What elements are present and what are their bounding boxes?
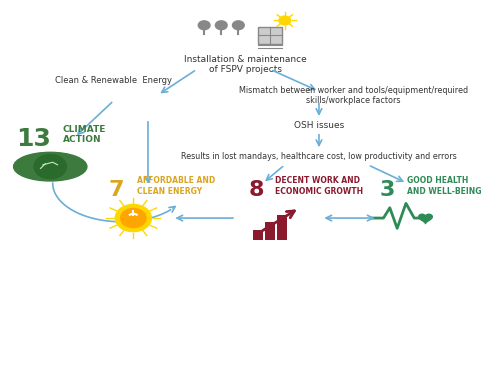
- Circle shape: [216, 21, 227, 30]
- Circle shape: [232, 21, 244, 30]
- Text: OSH issues: OSH issues: [294, 121, 344, 130]
- Circle shape: [198, 21, 210, 30]
- Text: CLIMATE
ACTION: CLIMATE ACTION: [62, 125, 106, 144]
- FancyBboxPatch shape: [278, 215, 287, 240]
- Text: Results in lost mandays, healthcare cost, low productivity and errors: Results in lost mandays, healthcare cost…: [181, 152, 457, 161]
- Polygon shape: [418, 214, 432, 223]
- Ellipse shape: [14, 152, 87, 181]
- Text: 7: 7: [109, 180, 124, 200]
- Circle shape: [120, 209, 146, 228]
- Circle shape: [115, 205, 152, 232]
- Text: 8: 8: [248, 180, 264, 200]
- Text: GOOD HEALTH
AND WELL-BEING: GOOD HEALTH AND WELL-BEING: [407, 176, 482, 196]
- FancyBboxPatch shape: [265, 222, 275, 240]
- FancyBboxPatch shape: [258, 27, 282, 44]
- Text: Installation & maintenance
of FSPV projects: Installation & maintenance of FSPV proje…: [184, 55, 307, 74]
- Text: DECENT WORK AND
ECONOMIC GROWTH: DECENT WORK AND ECONOMIC GROWTH: [275, 176, 363, 196]
- Text: Clean & Renewable  Energy: Clean & Renewable Energy: [56, 76, 172, 85]
- FancyBboxPatch shape: [253, 230, 263, 240]
- Text: Mismatch between worker and tools/equipment/required
skills/workplace factors: Mismatch between worker and tools/equipm…: [238, 86, 468, 105]
- Text: 3: 3: [380, 180, 396, 200]
- Text: 13: 13: [16, 127, 51, 151]
- Circle shape: [34, 155, 66, 179]
- Text: AFFORDABLE AND
CLEAN ENERGY: AFFORDABLE AND CLEAN ENERGY: [137, 176, 216, 196]
- Circle shape: [279, 16, 290, 25]
